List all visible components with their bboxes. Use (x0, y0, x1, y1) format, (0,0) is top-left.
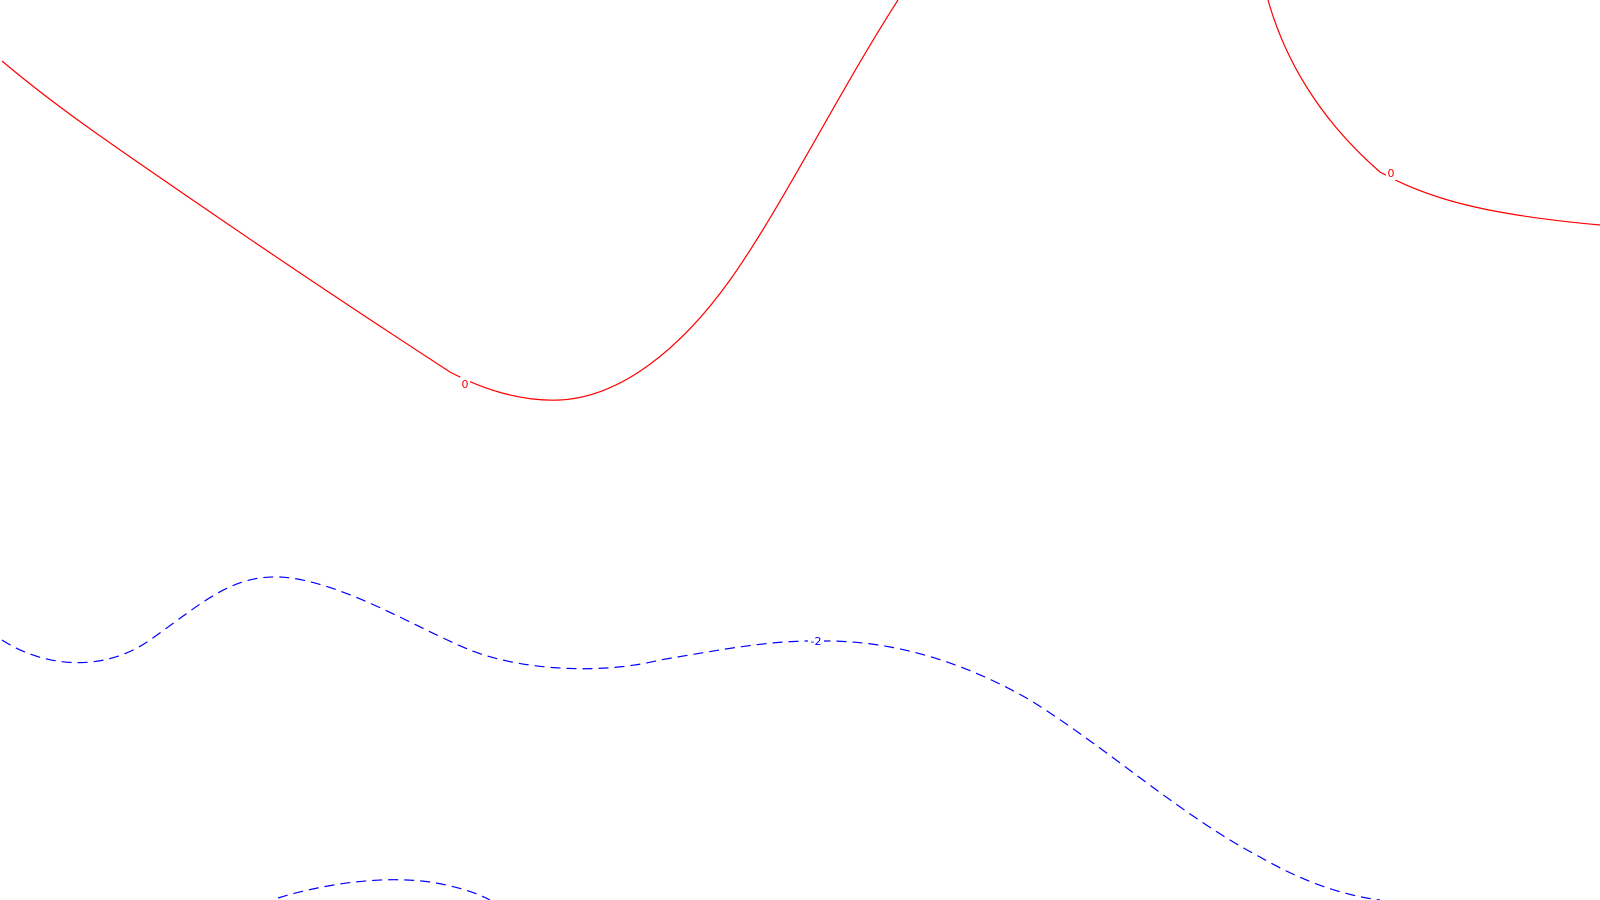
label-halo-zero-right (1386, 166, 1396, 180)
label-halo-minus-two (808, 634, 824, 648)
contour-zero-right (1267, 0, 1600, 226)
contour-label-zero-left: 0 (462, 378, 469, 391)
contour-label-minus-two: -2 (811, 635, 822, 648)
contour-label-zero-right: 0 (1388, 167, 1395, 180)
contour-lower-bottom (277, 879, 491, 900)
label-halo-zero-left (460, 377, 470, 391)
contour-zero-left (1, 0, 899, 401)
